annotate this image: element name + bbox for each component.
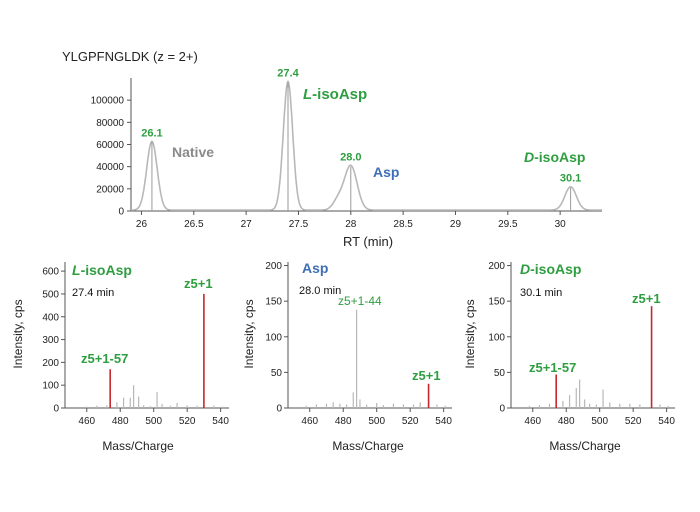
spectrum1-xlabel: Mass/Charge [102, 439, 174, 453]
x-tick-label: 500 [591, 416, 608, 427]
chromatogram-title: YLGPFNGLDK (z = 2+) [62, 49, 198, 64]
spectrum1-label-z5: z5+1 [184, 276, 213, 291]
spectrum1-label-z5-57: z5+1-57 [81, 351, 128, 366]
spectrum2-label-z5-44: z5+1-44 [338, 294, 382, 308]
x-tick-label: 540 [212, 416, 229, 427]
spectrum2-plot: 0 50 100 150 200 460 480 500 520 540 [265, 261, 452, 427]
spectrum3-time: 30.1 min [520, 287, 562, 299]
y-tick-label: 150 [265, 297, 282, 308]
x-tick-label: 520 [402, 416, 419, 427]
spectrum3-label-z5-57: z5+1-57 [529, 360, 576, 375]
y-tick-label: 60000 [96, 140, 124, 151]
y-tick-label: 200 [42, 358, 59, 369]
x-tick-label: 500 [368, 416, 385, 427]
y-tick-label: 0 [276, 404, 282, 415]
y-tick-label: 40000 [96, 162, 124, 173]
x-tick-label: 26 [136, 219, 148, 230]
spectrum1-ylabel: Intensity, cps [11, 299, 25, 368]
peak-label-asp: Asp [373, 164, 399, 180]
spectrum1-title: L-isoAsp [72, 262, 132, 278]
x-tick-label: 27 [241, 219, 253, 230]
spectrum3-xlabel: Mass/Charge [549, 439, 621, 453]
x-tick-label: 28.5 [393, 219, 413, 230]
x-tick-label: 500 [145, 416, 162, 427]
x-tick-label: 460 [301, 416, 318, 427]
spectrum2-time: 28.0 min [299, 285, 341, 297]
x-tick-label: 460 [524, 416, 541, 427]
y-tick-label: 200 [265, 261, 282, 272]
spectrum2-title: Asp [302, 260, 328, 276]
y-tick-label: 500 [42, 289, 59, 300]
spectrum3-plot: 0 50 100 150 200 460 480 500 520 540 [488, 261, 675, 427]
peak-label-d-isoasp: D-isoAsp [524, 149, 585, 165]
y-tick-label: 150 [488, 297, 505, 308]
spectrum2-ylabel: Intensity, cps [242, 299, 256, 368]
spectrum1-plot: 0 100 200 300 400 500 600 460 480 500 520 540 [42, 262, 229, 427]
spectrum3-label-z5: z5+1 [632, 291, 661, 306]
y-tick-label: 200 [488, 261, 505, 272]
y-tick-label: 50 [494, 368, 506, 379]
y-tick-label: 80000 [96, 118, 124, 129]
spectrum3-ylabel: Intensity, cps [463, 299, 477, 368]
y-tick-label: 600 [42, 267, 59, 278]
chromatogram-plot: 0 20000 40000 60000 80000 100000 26 26.5 27 27.5 2… [91, 67, 602, 230]
x-tick-label: 30 [555, 219, 567, 230]
x-tick-label: 29 [450, 219, 462, 230]
x-tick-label: 26.5 [184, 219, 204, 230]
y-tick-label: 100000 [91, 96, 125, 107]
x-tick-label: 28 [345, 219, 357, 230]
x-tick-label: 460 [78, 416, 95, 427]
y-tick-label: 400 [42, 312, 59, 323]
y-tick-label: 20000 [96, 184, 124, 195]
y-tick-label: 100 [265, 332, 282, 343]
x-tick-label: 29.5 [498, 219, 518, 230]
peak-rt-label: 28.0 [340, 152, 361, 164]
x-tick-label: 520 [625, 416, 642, 427]
y-tick-label: 0 [53, 404, 59, 415]
y-tick-label: 300 [42, 335, 59, 346]
x-tick-label: 480 [112, 416, 129, 427]
y-tick-label: 50 [271, 368, 283, 379]
peak-label-native: Native [172, 144, 214, 160]
x-tick-label: 27.5 [289, 219, 309, 230]
spectrum2-xlabel: Mass/Charge [332, 439, 404, 453]
chromatogram-trace [131, 79, 602, 211]
spectrum2-label-z5: z5+1 [412, 368, 441, 383]
x-tick-label: 540 [658, 416, 675, 427]
spectrum1-time: 27.4 min [72, 287, 114, 299]
x-tick-label: 540 [435, 416, 452, 427]
x-tick-label: 480 [335, 416, 352, 427]
peak-rt-label: 26.1 [141, 127, 162, 139]
y-tick-label: 0 [118, 207, 124, 218]
spectrum3-title: D-isoAsp [520, 261, 581, 277]
peak-rt-label: 30.1 [560, 173, 581, 185]
x-tick-label: 520 [179, 416, 196, 427]
chromatogram-xlabel: RT (min) [343, 234, 393, 249]
x-tick-label: 480 [558, 416, 575, 427]
y-tick-label: 100 [488, 332, 505, 343]
peak-label-l-isoasp: L-isoAsp [303, 86, 367, 103]
y-tick-label: 100 [42, 381, 59, 392]
y-tick-label: 0 [499, 404, 505, 415]
peak-rt-label: 27.4 [277, 67, 299, 79]
